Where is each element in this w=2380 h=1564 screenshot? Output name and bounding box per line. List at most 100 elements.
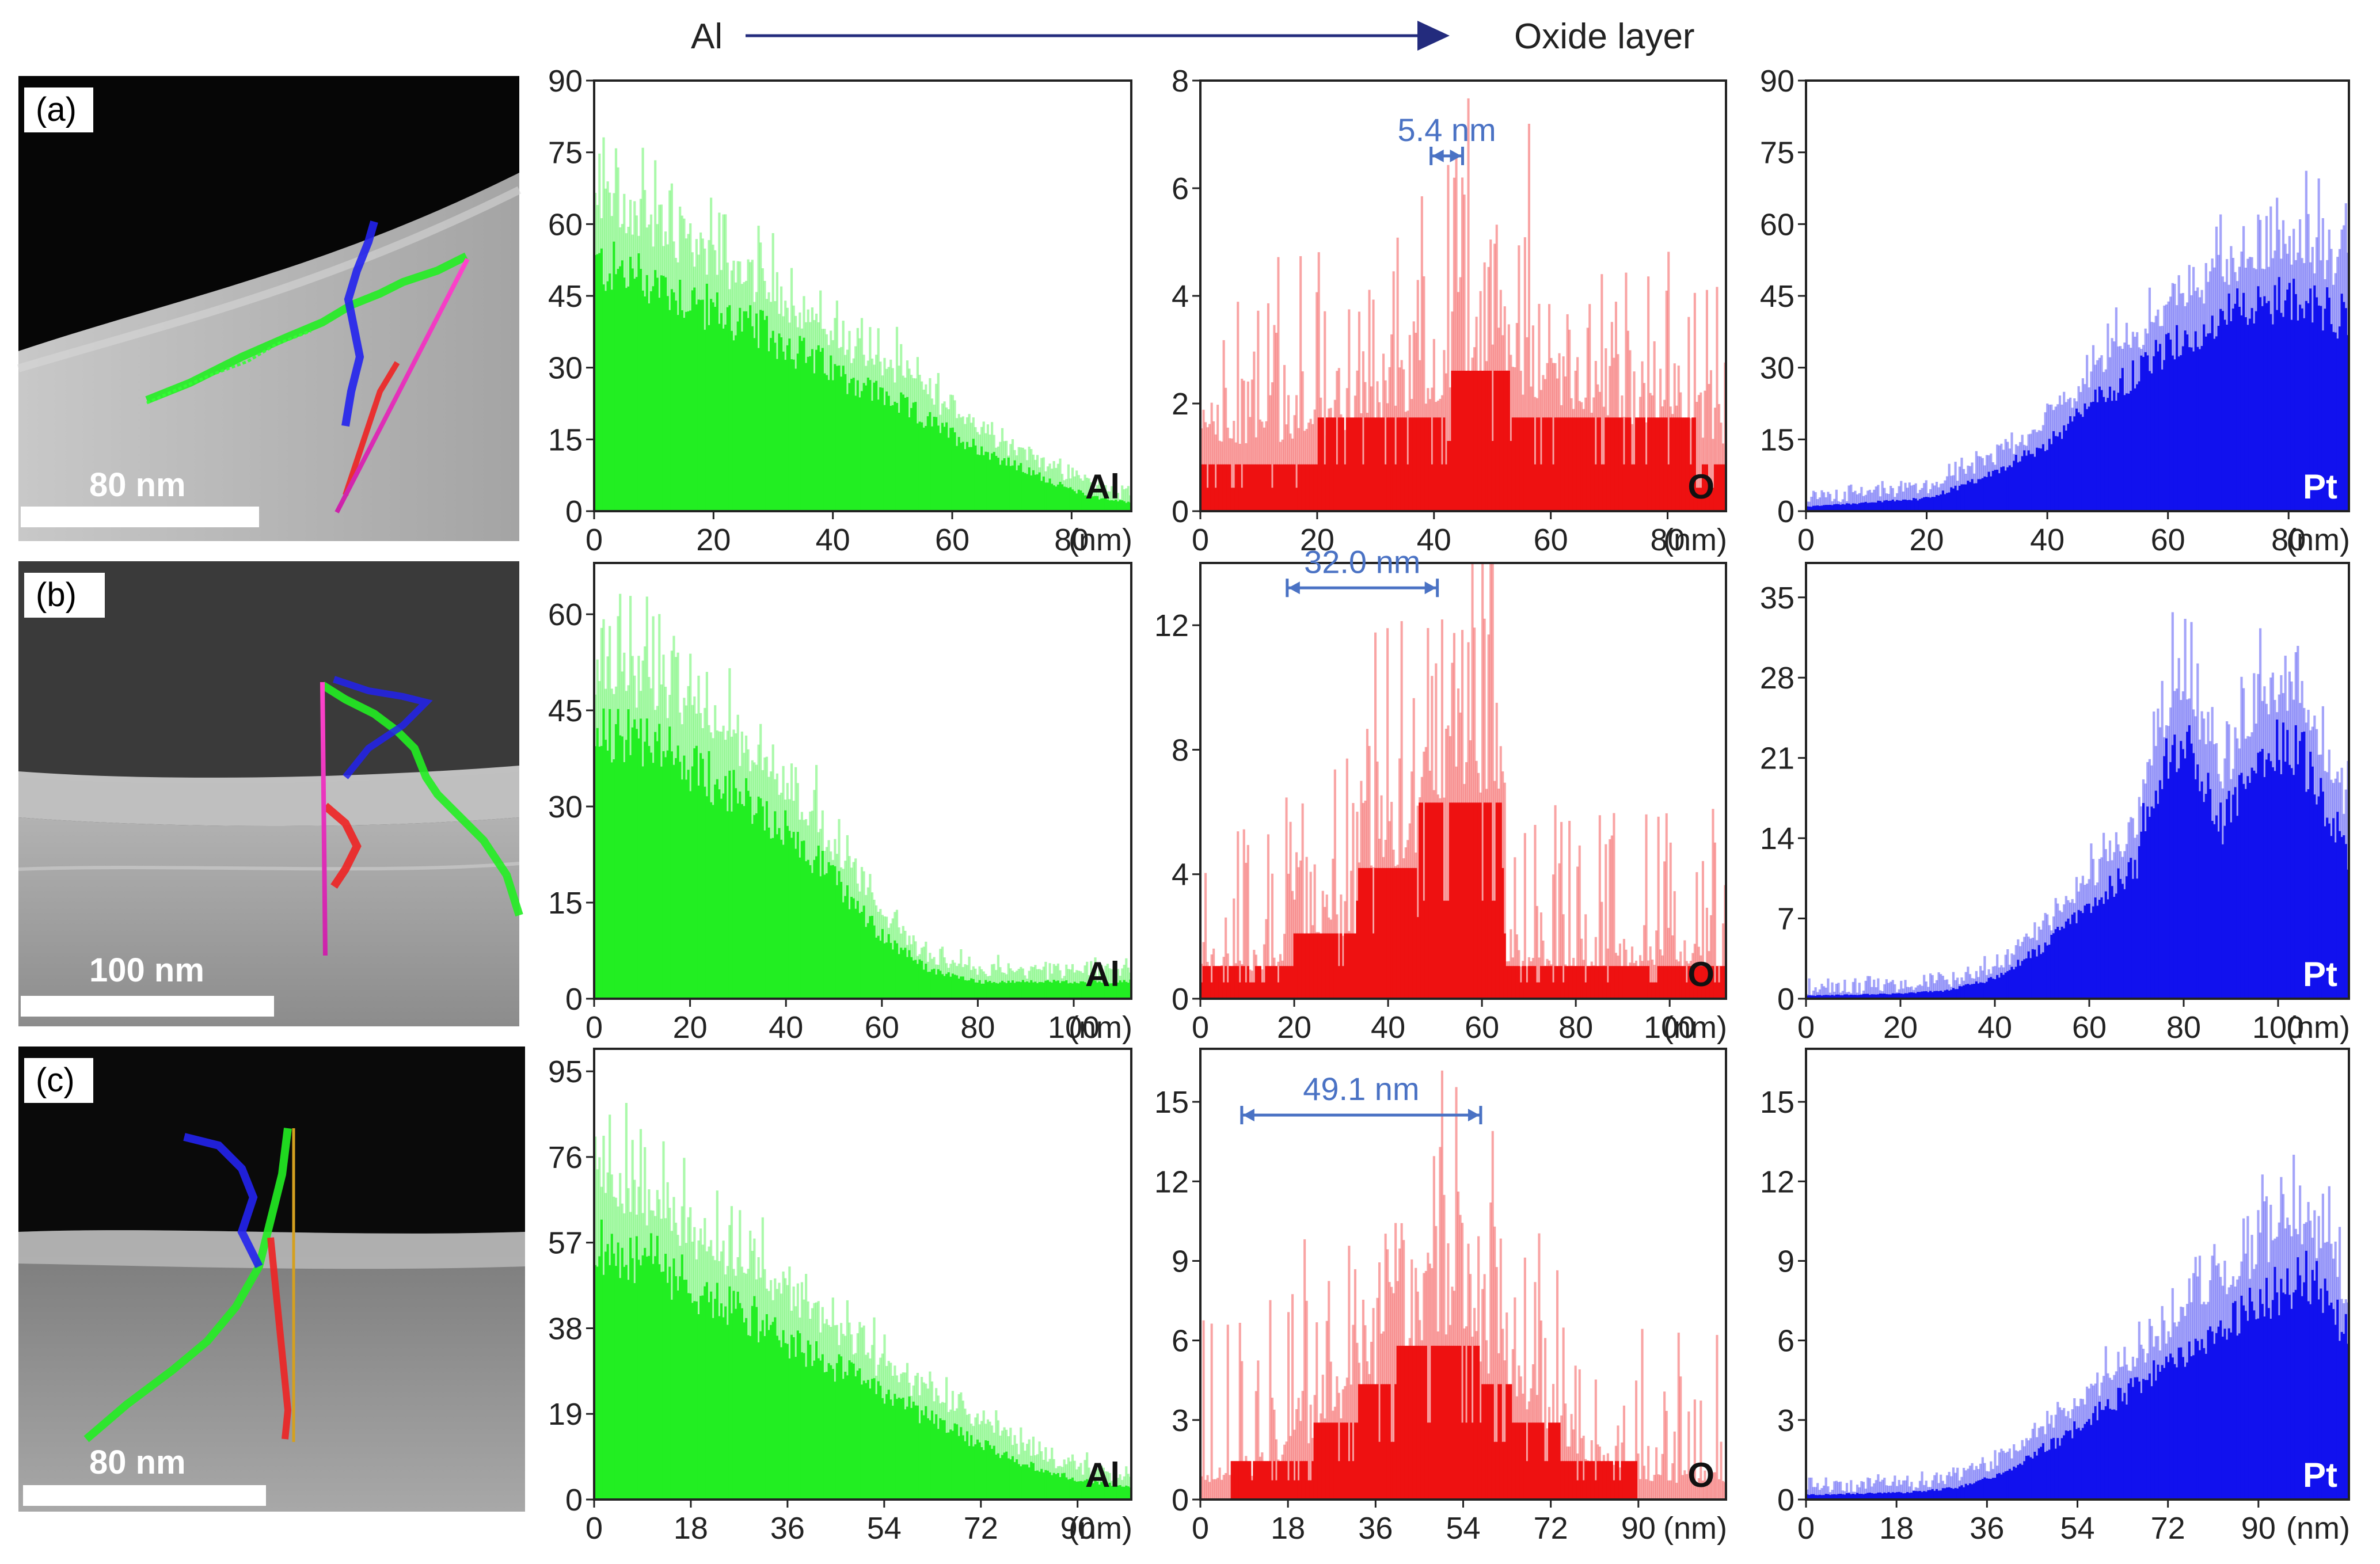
header-left-label: Al [691, 17, 723, 56]
chart-b-o-bar [1548, 966, 1551, 999]
chart-a-al-bar [883, 405, 886, 511]
chart-c-al-bar [680, 1254, 683, 1500]
chart-a-o-bar [1214, 488, 1217, 511]
chart-a-o-bar [1535, 417, 1538, 511]
chart-b-al-spike [1094, 957, 1097, 999]
chart-c-o-spike [1316, 1322, 1318, 1500]
chart-b-al-bar [980, 983, 983, 999]
chart-b-pt-bar [1816, 995, 1819, 999]
chart-c-al-bar [662, 1271, 665, 1500]
chart-c-o-bar [1515, 1422, 1518, 1500]
chart-b-pt-bar [2027, 951, 2030, 999]
chart-c-al-bar [830, 1365, 832, 1500]
chart-a-al-bar [850, 379, 853, 511]
chart-a-al-bar [848, 383, 851, 511]
chart-c-o-element-label: O [1687, 1456, 1714, 1494]
chart-b-pt-bar [2332, 818, 2335, 999]
chart-c-o-bar [1358, 1384, 1360, 1500]
chart-a-al-bar [986, 452, 989, 511]
chart-c-o-bar [1495, 1441, 1498, 1500]
chart-a-pt-bar [2004, 470, 2007, 511]
chart-c-pt-spike [1858, 1487, 1861, 1500]
chart-c-o-bar [1530, 1422, 1533, 1500]
chart-a-o-spike [1396, 237, 1399, 511]
chart-b-o-bar [1633, 966, 1636, 999]
chart-a-pt-bar [1918, 498, 1922, 511]
chart-a-o-bar [1305, 464, 1308, 511]
chart-c-o-bar [1479, 1422, 1482, 1500]
chart-a-o-bar [1212, 464, 1215, 511]
chart-b-o-bar [1673, 966, 1676, 999]
chart-c-al-bar [898, 1397, 900, 1500]
chart-b-pt-bar [1828, 995, 1832, 999]
chart-c-o-bar [1352, 1461, 1355, 1500]
chart-a-o-spike [1206, 427, 1209, 511]
chart-a-o-bar [1328, 417, 1330, 511]
chart-b-o-bar [1602, 966, 1605, 999]
chart-c-al-bar [625, 1265, 628, 1500]
chart-a-al-bar [775, 359, 778, 511]
chart-c-al-bar [782, 1330, 785, 1500]
chart-c-al-bar [970, 1435, 973, 1500]
chart-c-pt-bar [1998, 1473, 2001, 1500]
chart-b-o-bar [1237, 966, 1240, 999]
chart-a-pt-bar [2163, 360, 2166, 511]
chart-a-al-bar [1042, 476, 1045, 511]
chart-a-o-bar [1283, 464, 1286, 511]
chart-a-pt-spike [1847, 485, 1850, 511]
chart-a-al-bar [662, 276, 665, 511]
chart-a-al-bar [648, 303, 651, 511]
chart-c-al-bar [1016, 1459, 1018, 1500]
chart-b-al-bar [775, 834, 778, 999]
chart-c-al-bar [701, 1295, 704, 1500]
chart-b-al-spike [1048, 963, 1051, 999]
chart-b-pt-bar [1887, 994, 1890, 999]
chart-c-al-bar [689, 1293, 692, 1500]
chart-a-pt-bar [2294, 294, 2297, 511]
chart-b-o-bar [1609, 966, 1611, 999]
chart-c-o-spike [1556, 1270, 1559, 1500]
chart-b-al-bar [712, 805, 714, 999]
chart-b-o-ytick-label: 12 [1154, 608, 1189, 643]
chart-a-al-bar [961, 442, 964, 511]
chart-b-al-bar [751, 824, 754, 999]
chart-c-pt-bar [2167, 1362, 2170, 1500]
chart-c-pt-bar [2111, 1409, 2113, 1500]
chart-c-al-bar [786, 1344, 789, 1500]
chart-b-al-bar [883, 943, 886, 999]
chart-a-pt-bar [2144, 352, 2147, 511]
chart-c-pt-bar [2311, 1270, 2314, 1500]
chart-b-o-bar [1485, 802, 1488, 999]
chart-c-al-bar [712, 1318, 714, 1500]
chart-b-al-bar [609, 709, 611, 999]
chart-a-al-bar [1032, 470, 1035, 511]
chart-c-o-bar [1514, 1422, 1516, 1500]
chart-c-al-bar [1106, 1485, 1109, 1500]
chart-a-o-bar [1542, 417, 1545, 511]
chart-c-pt-bar [1913, 1491, 1915, 1500]
chart-b-o-spike [1718, 965, 1721, 999]
chart-b-al-bar [796, 832, 799, 999]
chart-c-pt-bar [2117, 1387, 2120, 1500]
chart-c-o-xtick-label: 36 [1358, 1511, 1393, 1546]
chart-a-o-bar [1461, 371, 1464, 511]
chart-b-o-bar [1483, 802, 1486, 999]
chart-b-al-bar [949, 976, 952, 999]
chart-a-o-spike [1594, 361, 1597, 511]
chart-c-pt-spike [1968, 1466, 1972, 1500]
chart-a-o-bar [1259, 464, 1261, 511]
chart-b-o-spike [1609, 839, 1611, 999]
chart-c-pt-bar [2259, 1289, 2262, 1500]
chart-a-o-spike [1708, 384, 1710, 511]
chart-c-o-spike [1428, 1264, 1431, 1500]
chart-c-al-bar [922, 1415, 925, 1500]
chart-b-o-bar [1257, 966, 1260, 999]
chart-b-pt-bar [2069, 924, 2072, 999]
chart-a-al-bar [604, 291, 607, 511]
chart-c-al-spike [1051, 1447, 1054, 1500]
chart-b-pt-bar [2242, 783, 2245, 999]
chart-a-al-bar [613, 241, 615, 511]
chart-a-pt-bar [2073, 416, 2076, 511]
chart-c-al-bar [728, 1286, 731, 1500]
chart-a-o-bar [1539, 464, 1542, 511]
